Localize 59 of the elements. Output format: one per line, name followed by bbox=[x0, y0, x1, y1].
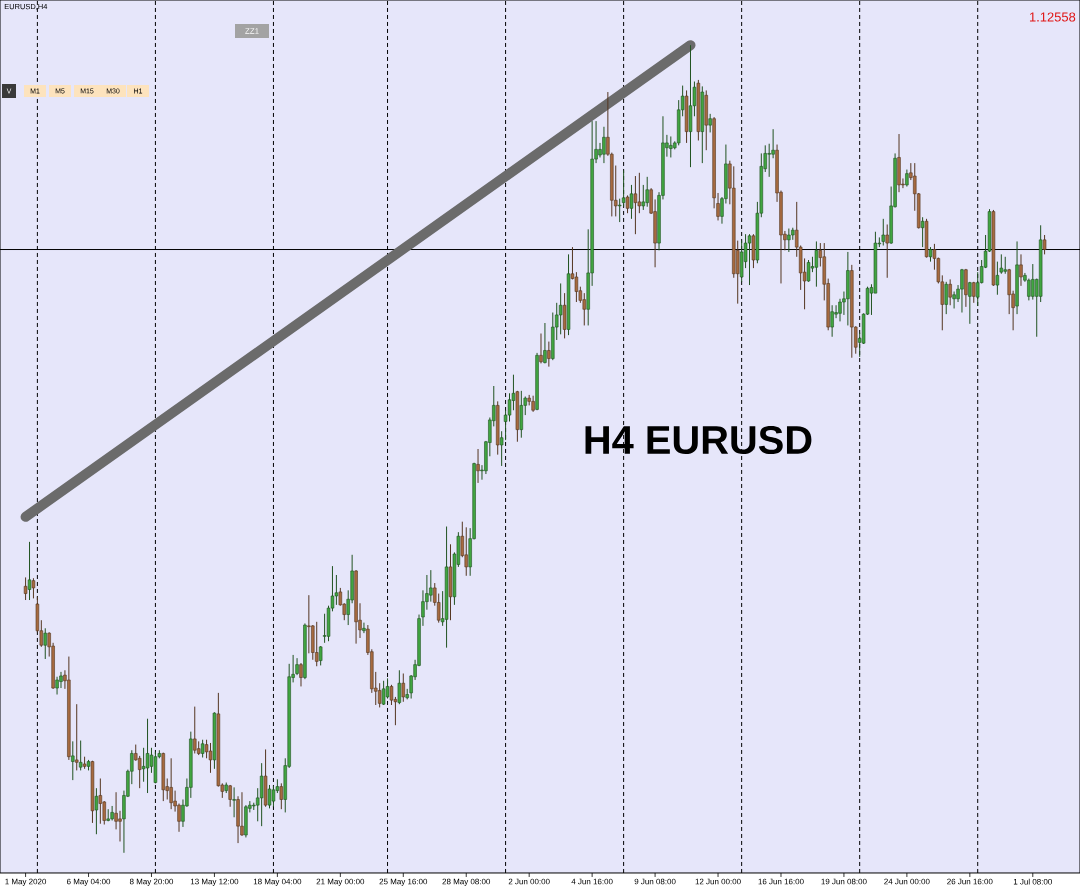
candlestick bbox=[145, 718, 150, 794]
candlestick bbox=[1031, 263, 1035, 301]
candlestick bbox=[169, 757, 173, 810]
candlestick bbox=[259, 762, 264, 827]
candlestick bbox=[315, 621, 319, 667]
annotation: H4 EURUSD bbox=[585, 425, 812, 455]
candlestick bbox=[279, 782, 284, 810]
candlestick bbox=[539, 333, 543, 364]
candlestick bbox=[193, 706, 197, 754]
candlestick bbox=[669, 135, 673, 158]
candlestick bbox=[1042, 234, 1047, 255]
candlestick bbox=[307, 594, 311, 654]
candlestick bbox=[543, 322, 547, 364]
candlestick bbox=[621, 169, 626, 208]
candlestick bbox=[944, 281, 948, 315]
candlestick bbox=[23, 576, 28, 601]
candlestick bbox=[208, 742, 213, 774]
candlestick bbox=[708, 113, 712, 133]
candlestick bbox=[27, 541, 32, 601]
candlestick bbox=[318, 645, 323, 666]
candlestick bbox=[1019, 253, 1023, 287]
candlestick bbox=[952, 291, 956, 309]
candlestick bbox=[645, 176, 649, 208]
candlestick bbox=[381, 680, 386, 706]
candlestick bbox=[232, 786, 236, 818]
candlestick bbox=[137, 755, 142, 789]
candlestick bbox=[141, 747, 146, 783]
candlestick bbox=[995, 261, 1000, 296]
candlestick bbox=[830, 304, 834, 338]
candlestick bbox=[814, 240, 819, 288]
candlestick bbox=[31, 577, 36, 599]
candlestick bbox=[787, 228, 791, 253]
candlestick bbox=[767, 143, 771, 178]
candlestick bbox=[401, 673, 405, 703]
candlestick bbox=[362, 622, 366, 634]
candlestick bbox=[267, 784, 272, 809]
candlestick bbox=[94, 787, 99, 835]
candlestick bbox=[98, 778, 103, 825]
candlestick bbox=[558, 282, 563, 335]
candlestick bbox=[633, 175, 638, 235]
candlestick bbox=[78, 740, 83, 771]
candlestick bbox=[71, 740, 75, 781]
candlestick bbox=[464, 526, 468, 577]
candlestick bbox=[377, 682, 382, 708]
candlestick bbox=[968, 281, 972, 325]
candlestick bbox=[881, 218, 885, 246]
candlestick bbox=[806, 259, 811, 283]
candlestick bbox=[118, 810, 122, 842]
candlestick bbox=[641, 184, 645, 211]
candlestick bbox=[43, 627, 47, 660]
candlestick bbox=[476, 448, 480, 484]
candlestick bbox=[948, 278, 952, 306]
candlestick bbox=[75, 703, 79, 771]
candlestick bbox=[602, 126, 606, 164]
candlestick bbox=[885, 223, 889, 279]
candlestick bbox=[547, 341, 551, 368]
candlestick bbox=[299, 662, 303, 687]
candlestick bbox=[960, 268, 964, 314]
text: 1.12558 bbox=[1029, 12, 1076, 22]
